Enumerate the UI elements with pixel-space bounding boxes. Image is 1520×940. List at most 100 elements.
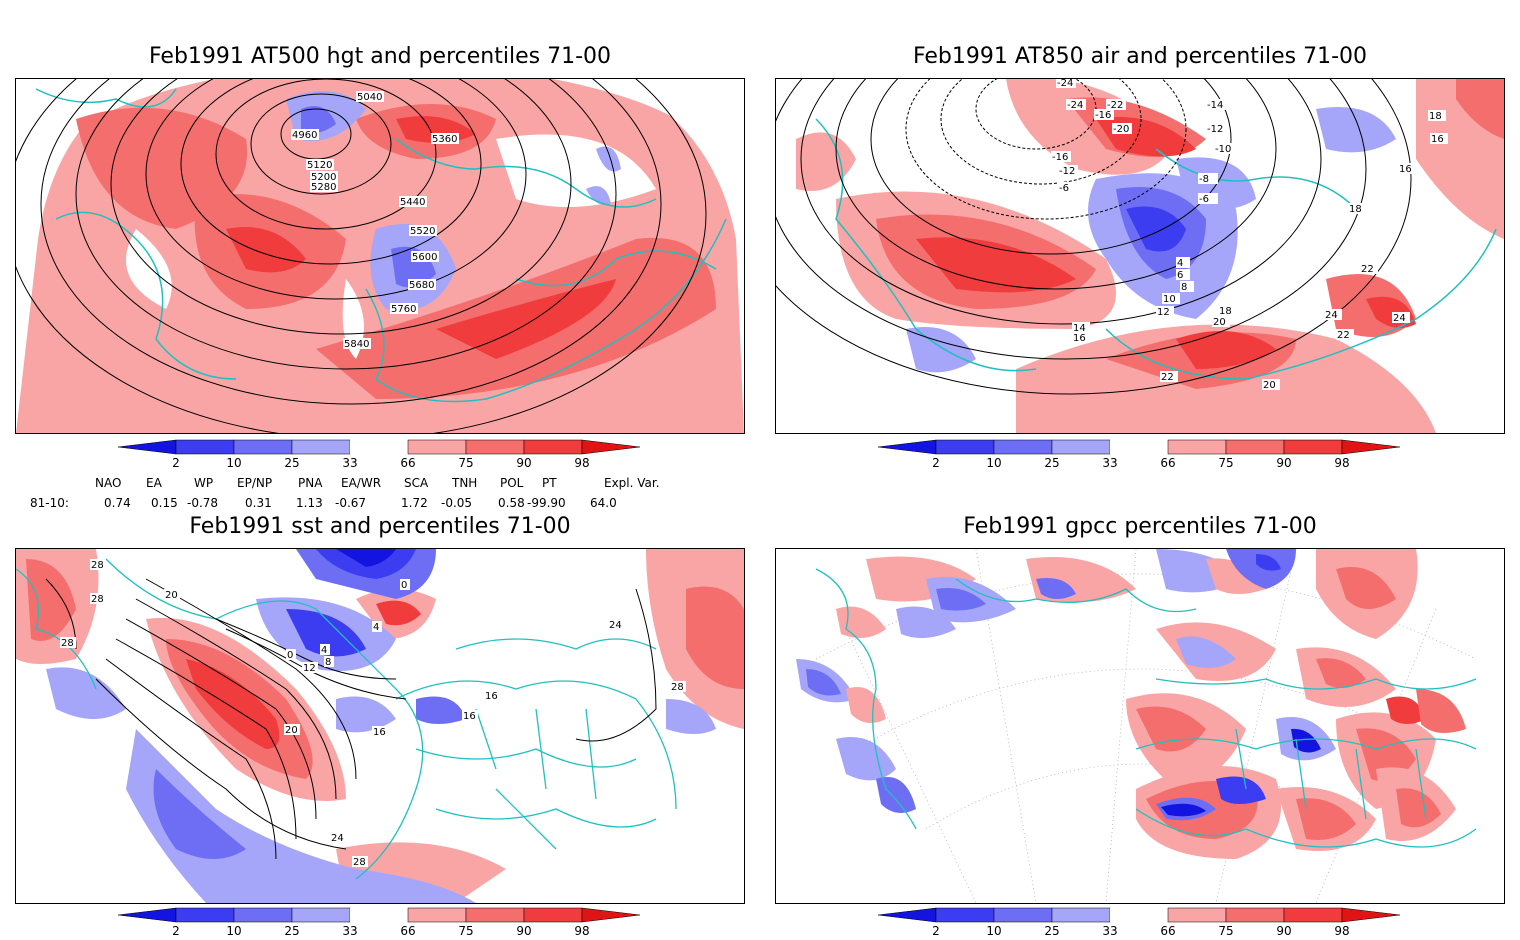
colorbar-tick-label: 10 (986, 924, 1001, 938)
colorbar-tick-label: 98 (1334, 924, 1349, 938)
contour-label: 5280 (311, 182, 336, 193)
colorbar-tick-label: 90 (1276, 924, 1291, 938)
contour-label: -20 (1113, 124, 1129, 135)
contour-label: 24 (609, 620, 622, 631)
colorbar-tick-label: 66 (1160, 456, 1175, 470)
contour-label: 28 (353, 857, 366, 868)
colorbar-swatch (465, 439, 525, 455)
contour-label: 24 (1325, 310, 1338, 321)
contour-label: 5760 (391, 304, 416, 315)
panel-4-map (775, 548, 1505, 904)
contour-label: -24 (1067, 100, 1083, 111)
contour-label: -24 (1057, 79, 1073, 89)
colorbar-tick-label: 90 (516, 924, 531, 938)
colorbar-tick-label: 90 (1276, 456, 1291, 470)
contour-label: 14 (1073, 323, 1086, 334)
contour-label: -12 (1207, 124, 1223, 135)
colorbar-swatch (877, 907, 937, 923)
contour-label: 5680 (409, 280, 434, 291)
teleconnection-index-table: NAO EA WP EP/NP PNA EA/WR SCA TNH POL PT… (0, 474, 760, 514)
colorbar-tick-label: 10 (226, 456, 241, 470)
contour-label: 28 (671, 682, 684, 693)
panel-3-svg: 28 28 28 20 4 8 12 0 4 20 16 16 16 24 28… (16, 549, 744, 903)
colorbar-tick-label: 33 (342, 456, 357, 470)
panel-1-map: 5040 4960 5360 5120 5200 5280 5440 5520 … (15, 78, 745, 434)
panel-2-map: -24 -24 -22 -16 -20 -12 -14 -10 -8 -6 -1… (775, 78, 1505, 434)
colorbar-tick-label: 10 (986, 456, 1001, 470)
colorbar-bottom-right: 2 10 25 33 66 75 90 98 (877, 907, 1403, 938)
index-header: Expl. Var. (604, 476, 660, 490)
contour-label: 24 (1393, 313, 1406, 324)
colorbar-tick-label: 66 (400, 456, 415, 470)
colorbar-tick-label: 75 (458, 456, 473, 470)
index-header: PNA (298, 476, 323, 490)
colorbar-swatch (993, 439, 1053, 455)
colorbar-swatch (1110, 908, 1168, 922)
colorbar-swatch (233, 907, 293, 923)
contour-label: 5040 (357, 92, 382, 103)
colorbar-tick-label: 25 (1044, 924, 1059, 938)
colorbar-tick-label: 10 (226, 924, 241, 938)
panel-1-title: Feb1991 AT500 hgt and percentiles 71-00 (148, 44, 611, 69)
index-value: 0.58 (498, 496, 525, 510)
colorbar-tick-label: 2 (172, 456, 180, 470)
colorbar-swatch (877, 439, 937, 455)
colorbar-tick-label: 25 (1044, 456, 1059, 470)
colorbar-swatch (117, 907, 177, 923)
contour-label: 5200 (311, 172, 336, 183)
colorbar-swatch (117, 439, 177, 455)
colorbar-top-left: 2 10 25 33 66 75 90 98 (117, 439, 643, 470)
colorbar-swatch (175, 907, 235, 923)
index-value: -0.78 (187, 496, 219, 510)
colorbar-tick-label: 33 (1102, 456, 1117, 470)
colorbar-swatch (291, 439, 351, 455)
panel-1-svg: 5040 4960 5360 5120 5200 5280 5440 5520 … (16, 79, 744, 433)
contour-label: 18 (1349, 204, 1362, 215)
index-row-label: 81-10: (30, 496, 69, 510)
contour-label: 0 (401, 580, 407, 591)
contour-label: 5440 (400, 197, 425, 208)
panel-2-svg: -24 -24 -22 -16 -20 -12 -14 -10 -8 -6 -1… (776, 79, 1504, 433)
colorbar-tick-label: 98 (574, 456, 589, 470)
index-value: 0.31 (245, 496, 272, 510)
colorbar-tick-label: 98 (574, 924, 589, 938)
index-value: -99.90 (527, 496, 566, 510)
colorbar-tick-label: 2 (932, 924, 940, 938)
index-header: EA/WR (341, 476, 382, 490)
colorbar-swatch (581, 439, 641, 455)
contour-label: 4 (373, 622, 379, 633)
colorbar-tick-label: 75 (1218, 456, 1233, 470)
contour-label: -6 (1199, 194, 1209, 205)
colorbar-swatch (1341, 907, 1401, 923)
contour-label: 12 (303, 663, 316, 674)
colorbar-top-right: 2 10 25 33 66 75 90 98 (877, 439, 1403, 470)
index-header: WP (194, 476, 214, 490)
contour-label: 20 (285, 725, 298, 736)
colorbar-tick-label: 2 (172, 924, 180, 938)
contour-label: 28 (91, 560, 104, 571)
colorbar-swatch (1225, 439, 1285, 455)
colorbar-swatch (993, 907, 1053, 923)
panel-2-title: Feb1991 AT850 air and percentiles 71-00 (912, 44, 1368, 69)
contour-label: 5840 (344, 339, 369, 350)
contour-label: 10 (1163, 294, 1176, 305)
contour-label: -8 (1199, 174, 1209, 185)
colorbar-tick-label: 2 (932, 456, 940, 470)
index-value: 0.15 (151, 496, 178, 510)
contour-label: 16 (1431, 134, 1444, 145)
colorbar-tick-label: 75 (458, 924, 473, 938)
index-header: SCA (404, 476, 429, 490)
contour-label: -6 (1059, 183, 1069, 194)
colorbar-swatch (523, 439, 583, 455)
contour-label: -16 (1095, 110, 1111, 121)
contour-label: 16 (463, 711, 476, 722)
contour-label: -14 (1207, 100, 1223, 111)
colorbar-swatch (1110, 440, 1168, 454)
contour-label: 16 (1399, 164, 1412, 175)
colorbar-swatch (350, 440, 408, 454)
colorbar-tick-label: 90 (516, 456, 531, 470)
contour-label: 4 (1177, 258, 1183, 269)
contour-label: 22 (1337, 330, 1350, 341)
index-header: EP/NP (237, 476, 273, 490)
colorbar-swatch (935, 907, 995, 923)
